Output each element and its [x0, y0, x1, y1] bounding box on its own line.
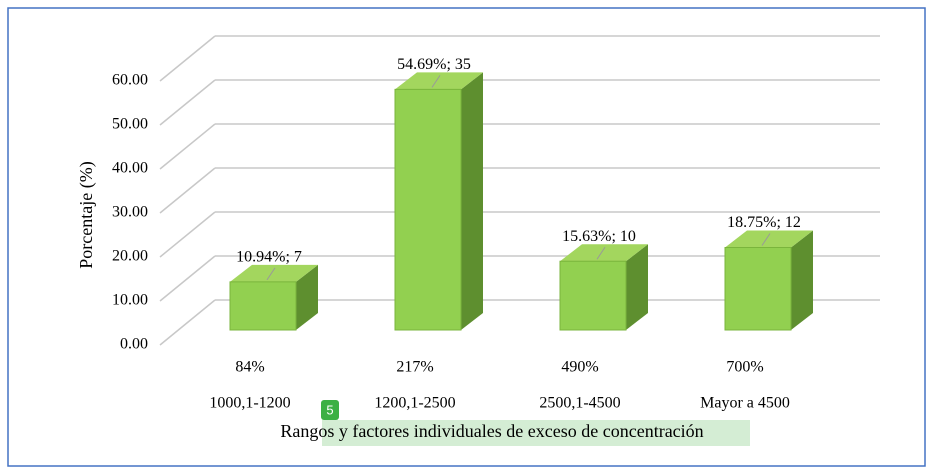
x-tick-range: 1000,1-1200: [209, 395, 290, 412]
bar-front: [724, 247, 792, 331]
leader-line: [431, 75, 441, 88]
bar: [394, 72, 483, 331]
x-axis-title: Rangos y factores individuales de exceso…: [280, 421, 703, 441]
grid-line: [159, 299, 216, 346]
badge: 5: [326, 402, 333, 417]
highlight: [322, 420, 750, 446]
grid-line: [159, 255, 216, 302]
bar-front: [229, 281, 297, 331]
bar: [559, 244, 648, 331]
bar: [229, 264, 318, 331]
bar-front: [394, 88, 462, 331]
bar-top: [395, 72, 483, 90]
x-tick-range: Mayor a 4500: [700, 395, 790, 412]
grid-line: [159, 167, 216, 214]
leader-line: [596, 246, 606, 260]
x-tick-range: 1200,1-2500: [374, 395, 455, 412]
x-tick-label: 84%: [235, 359, 264, 376]
bar-side: [461, 72, 483, 330]
y-axis-title: Porcentaje (%): [76, 161, 97, 268]
leader-line: [266, 267, 276, 281]
leader-line: [761, 233, 771, 246]
value-label: 10.94%; 7: [236, 249, 302, 266]
grid-line: [159, 35, 216, 82]
bar-top: [725, 230, 813, 248]
grid-line: [159, 211, 216, 258]
x-tick-label: 490%: [561, 359, 598, 376]
bar-side: [296, 264, 318, 330]
value-label: 18.75%; 12: [727, 214, 801, 231]
bar-top: [230, 264, 318, 282]
y-tick-label: 30.00: [112, 204, 148, 221]
grid-line: [159, 123, 216, 170]
grid-line: [159, 79, 216, 126]
y-tick-label: 40.00: [112, 160, 148, 177]
y-tick-label: 50.00: [112, 116, 148, 133]
x-tick-label: 700%: [726, 359, 763, 376]
value-label: 15.63%; 10: [562, 228, 636, 245]
y-tick-label: 0.00: [120, 336, 148, 353]
value-label: 54.69%; 35: [397, 56, 471, 73]
y-tick-label: 10.00: [112, 292, 148, 309]
bar: [724, 230, 813, 331]
frame: [7, 7, 926, 467]
bar-top: [560, 244, 648, 262]
bar-side: [626, 244, 648, 330]
bar-front: [559, 260, 627, 331]
x-tick-label: 217%: [396, 359, 433, 376]
y-tick-label: 60.00: [112, 72, 148, 89]
x-tick-range: 2500,1-4500: [539, 395, 620, 412]
bar-side: [791, 230, 813, 330]
y-tick-label: 20.00: [112, 248, 148, 265]
badge-bg: [321, 400, 339, 420]
